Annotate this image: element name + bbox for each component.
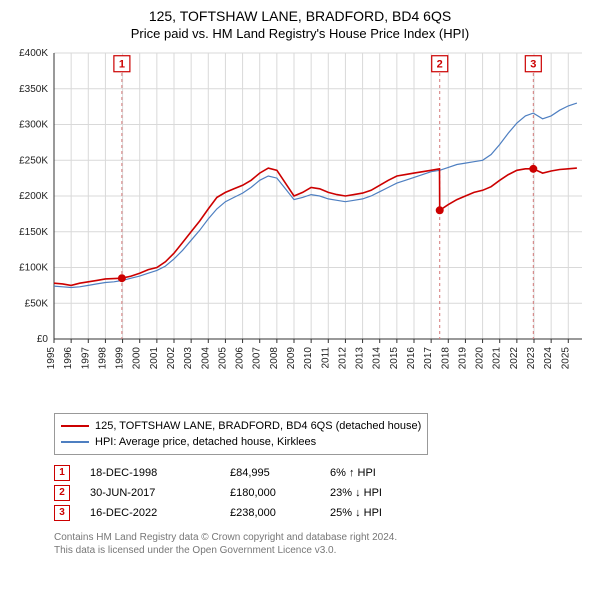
svg-text:2002: 2002 <box>166 347 177 370</box>
svg-text:2017: 2017 <box>423 347 434 370</box>
footnote-line: Contains HM Land Registry data © Crown c… <box>54 531 590 544</box>
svg-text:2009: 2009 <box>286 347 297 370</box>
svg-text:2025: 2025 <box>560 347 571 370</box>
legend-item: 125, TOFTSHAW LANE, BRADFORD, BD4 6QS (d… <box>61 418 421 434</box>
event-badge: 1 <box>54 465 70 481</box>
svg-text:2006: 2006 <box>235 347 246 370</box>
svg-text:2010: 2010 <box>303 347 314 370</box>
svg-text:2016: 2016 <box>406 347 417 370</box>
svg-text:2014: 2014 <box>372 347 383 370</box>
svg-text:£50K: £50K <box>25 298 49 309</box>
svg-text:£300K: £300K <box>19 120 48 131</box>
svg-text:3: 3 <box>530 59 536 71</box>
legend-item: HPI: Average price, detached house, Kirk… <box>61 434 421 450</box>
svg-text:2024: 2024 <box>543 347 554 370</box>
svg-text:2001: 2001 <box>149 347 160 370</box>
svg-text:2013: 2013 <box>355 347 366 370</box>
svg-text:2023: 2023 <box>526 347 537 370</box>
marker-dot <box>529 165 537 173</box>
event-diff: 6% ↑ HPI <box>330 463 376 483</box>
svg-text:£150K: £150K <box>19 227 48 238</box>
event-badge: 3 <box>54 505 70 521</box>
event-diff: 23% ↓ HPI <box>330 483 382 503</box>
svg-text:2008: 2008 <box>269 347 280 370</box>
chart-subtitle: Price paid vs. HM Land Registry's House … <box>10 26 590 41</box>
event-date: 18-DEC-1998 <box>90 463 230 483</box>
svg-text:2019: 2019 <box>457 347 468 370</box>
event-row: 3 16-DEC-2022£238,00025% ↓ HPI <box>54 503 590 523</box>
svg-text:£200K: £200K <box>19 191 48 202</box>
event-diff: 25% ↓ HPI <box>330 503 382 523</box>
svg-text:1997: 1997 <box>80 347 91 370</box>
chart-container: 125, TOFTSHAW LANE, BRADFORD, BD4 6QS Pr… <box>0 0 600 563</box>
svg-text:2004: 2004 <box>200 347 211 370</box>
svg-text:1: 1 <box>119 59 125 71</box>
event-price: £180,000 <box>230 483 330 503</box>
footnote-line: This data is licensed under the Open Gov… <box>54 544 590 557</box>
marker-dot <box>118 274 126 282</box>
event-row: 2 30-JUN-2017£180,00023% ↓ HPI <box>54 483 590 503</box>
svg-text:2012: 2012 <box>337 347 348 370</box>
legend-box: 125, TOFTSHAW LANE, BRADFORD, BD4 6QS (d… <box>54 413 428 455</box>
chart-plot: £0 £50K £100K £150K £200K £250K £300K £350K £400… <box>10 47 590 407</box>
svg-text:1998: 1998 <box>97 347 108 370</box>
svg-text:2021: 2021 <box>492 347 503 370</box>
svg-text:£350K: £350K <box>19 84 48 95</box>
svg-text:£250K: £250K <box>19 155 48 166</box>
event-date: 30-JUN-2017 <box>90 483 230 503</box>
svg-text:2022: 2022 <box>509 347 520 370</box>
event-row: 1 18-DEC-1998£84,9956% ↑ HPI <box>54 463 590 483</box>
event-date: 16-DEC-2022 <box>90 503 230 523</box>
svg-text:2005: 2005 <box>217 347 228 370</box>
footnote: Contains HM Land Registry data © Crown c… <box>54 531 590 557</box>
event-badge: 2 <box>54 485 70 501</box>
svg-text:£0: £0 <box>37 334 49 345</box>
event-price: £238,000 <box>230 503 330 523</box>
legend-swatch <box>61 441 89 443</box>
svg-text:1996: 1996 <box>63 347 74 370</box>
event-price: £84,995 <box>230 463 330 483</box>
svg-text:2011: 2011 <box>320 347 331 369</box>
svg-text:1995: 1995 <box>46 347 57 370</box>
svg-text:£400K: £400K <box>19 48 48 59</box>
svg-text:2020: 2020 <box>475 347 486 370</box>
marker-dot <box>436 206 444 214</box>
legend-swatch <box>61 425 89 427</box>
svg-text:£100K: £100K <box>19 263 48 274</box>
legend-label: 125, TOFTSHAW LANE, BRADFORD, BD4 6QS (d… <box>95 418 421 434</box>
events-table: 1 18-DEC-1998£84,9956% ↑ HPI 2 30-JUN-2017£… <box>54 463 590 523</box>
svg-text:2003: 2003 <box>183 347 194 370</box>
svg-text:2000: 2000 <box>132 347 143 370</box>
svg-text:2015: 2015 <box>389 347 400 370</box>
svg-text:1999: 1999 <box>115 347 126 370</box>
chart-title: 125, TOFTSHAW LANE, BRADFORD, BD4 6QS <box>10 8 590 24</box>
svg-text:2007: 2007 <box>252 347 263 370</box>
legend-label: HPI: Average price, detached house, Kirk… <box>95 434 316 450</box>
svg-text:2018: 2018 <box>440 347 451 370</box>
svg-text:2: 2 <box>437 59 443 71</box>
